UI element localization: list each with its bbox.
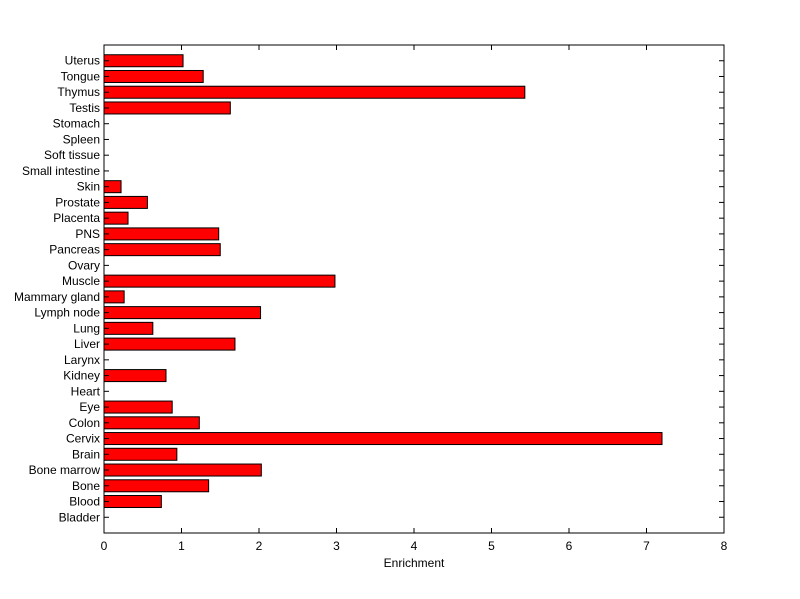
category-label-prostate: Prostate [55,195,100,209]
category-label-cervix: Cervix [66,432,100,446]
bar-bone-marrow [103,463,262,477]
category-label-small-intestine: Small intestine [22,164,100,178]
bar-prostate [103,195,148,209]
bar-brain [103,447,178,461]
category-label-tongue: Tongue [61,69,101,83]
category-label-placenta: Placenta [53,211,100,225]
category-label-bladder: Bladder [59,510,100,524]
bar-blood [103,495,162,509]
ticks-layer [103,45,725,533]
category-label-skin: Skin [77,180,100,194]
bar-muscle [103,274,336,288]
plot-frame [103,44,725,534]
x-tick-label-8: 8 [721,539,728,553]
bar-liver [103,337,236,351]
category-label-kidney: Kidney [63,369,100,383]
x-tick-label-0: 0 [101,539,108,553]
bar-cervix [103,432,663,446]
x-tick-label-1: 1 [178,539,185,553]
x-tick-label-6: 6 [566,539,573,553]
category-label-mammary-gland: Mammary gland [14,290,100,304]
category-label-thymus: Thymus [57,85,100,99]
category-label-lymph-node: Lymph node [34,306,100,320]
bar-testis [103,101,231,115]
bar-bone [103,479,210,493]
bar-pns [103,227,220,241]
bar-lung [103,321,154,335]
x-tick-labels: 0 1 2 3 4 5 6 7 8 [101,539,728,553]
bar-kidney [103,369,167,383]
category-label-brain: Brain [72,447,100,461]
x-tick-label-5: 5 [488,539,495,553]
category-label-larynx: Larynx [64,353,100,367]
category-label-soft-tissue: Soft tissue [44,148,100,162]
x-tick-label-3: 3 [333,539,340,553]
category-label-heart: Heart [71,384,101,398]
bar-tongue [103,69,204,83]
category-label-lung: Lung [73,321,100,335]
bar-thymus [103,85,526,99]
category-label-uterus: Uterus [65,54,100,68]
category-label-colon: Colon [69,416,100,430]
bar-pancreas [103,243,221,257]
category-label-stomach: Stomach [53,117,100,131]
category-label-blood: Blood [69,495,100,509]
category-label-bone-marrow: Bone marrow [29,463,101,477]
bar-colon [103,416,200,430]
category-label-liver: Liver [74,337,100,351]
bar-eye [103,400,173,414]
x-tick-label-4: 4 [411,539,418,553]
category-label-eye: Eye [79,400,100,414]
x-tick-label-2: 2 [256,539,263,553]
category-label-bone: Bone [72,479,100,493]
category-label-ovary: Ovary [68,258,100,272]
bars-layer [103,54,663,509]
category-label-spleen: Spleen [63,132,100,146]
bar-lymph-node [103,306,262,320]
category-label-pns: PNS [75,227,100,241]
x-tick-label-7: 7 [643,539,650,553]
x-axis-label: Enrichment [384,556,445,570]
bar-uterus [103,54,184,68]
category-label-muscle: Muscle [62,274,100,288]
category-label-testis: Testis [69,101,100,115]
category-label-pancreas: Pancreas [49,243,100,257]
